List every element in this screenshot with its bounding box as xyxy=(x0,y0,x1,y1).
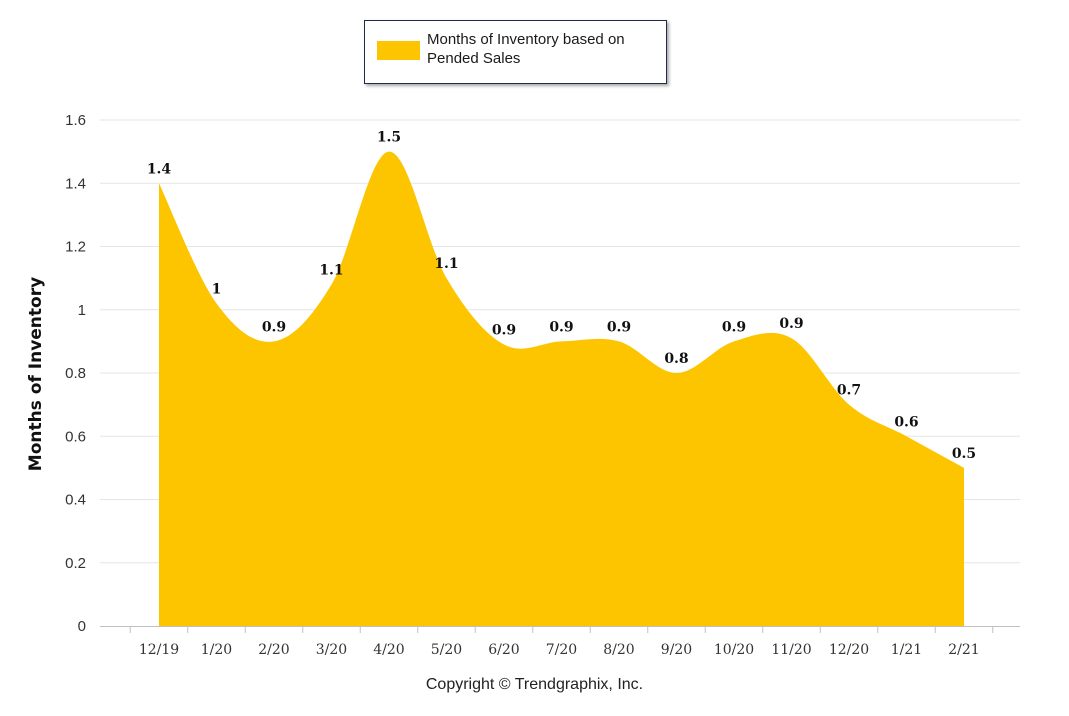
x-tick-label: 12/19 xyxy=(139,642,179,658)
data-label: 0.9 xyxy=(779,316,803,332)
y-tick-label: 0.2 xyxy=(65,555,86,572)
legend[interactable]: Months of Inventory based on Pended Sale… xyxy=(364,20,667,84)
data-label: 0.7 xyxy=(837,383,861,399)
data-label: 0.9 xyxy=(722,319,746,335)
series-area xyxy=(159,151,964,627)
x-tick-label: 3/20 xyxy=(316,642,347,658)
y-tick-label: 1.6 xyxy=(65,112,86,129)
data-label: 1.1 xyxy=(434,256,458,272)
data-label: 1.4 xyxy=(147,161,172,177)
y-axis-title: Months of Inventory xyxy=(26,276,46,472)
x-tick-label: 11/20 xyxy=(771,642,811,658)
data-label: 0.8 xyxy=(664,351,688,367)
data-label: 1.5 xyxy=(377,130,401,146)
x-tick-label: 2/20 xyxy=(258,642,289,658)
x-tick-label: 5/20 xyxy=(431,642,462,658)
x-tick-label: 1/21 xyxy=(891,642,922,658)
x-tick-label: 1/20 xyxy=(201,642,232,658)
data-label: 0.5 xyxy=(952,446,976,462)
data-label: 1 xyxy=(212,281,222,297)
x-tick-label: 7/20 xyxy=(546,642,577,658)
x-tick-label: 12/20 xyxy=(829,642,869,658)
y-tick-label: 1 xyxy=(78,302,86,319)
y-tick-label: 0 xyxy=(78,618,86,635)
data-label: 0.6 xyxy=(894,414,918,430)
copyright-text: Copyright © Trendgraphix, Inc. xyxy=(425,676,644,693)
x-tick-label: 6/20 xyxy=(488,642,519,658)
legend-label: Months of Inventory based on Pended Sale… xyxy=(427,31,625,67)
x-tick-label: 2/21 xyxy=(948,642,979,658)
x-tick-label: 10/20 xyxy=(714,642,754,658)
y-tick-label: 0.6 xyxy=(65,428,86,445)
y-tick-label: 0.4 xyxy=(65,492,86,509)
data-label: 0.9 xyxy=(549,319,573,335)
data-label: 0.9 xyxy=(262,319,286,335)
y-tick-label: 1.2 xyxy=(65,239,86,256)
x-tick-label: 9/20 xyxy=(661,642,692,658)
x-tick-label: 8/20 xyxy=(603,642,634,658)
y-tick-label: 0.8 xyxy=(65,365,86,382)
x-tick-label: 4/20 xyxy=(373,642,404,658)
data-label: 0.9 xyxy=(607,319,631,335)
data-label: 1.1 xyxy=(319,262,343,278)
legend-swatch xyxy=(377,41,420,60)
y-tick-label: 1.4 xyxy=(65,175,86,192)
data-label: 0.9 xyxy=(492,323,516,339)
